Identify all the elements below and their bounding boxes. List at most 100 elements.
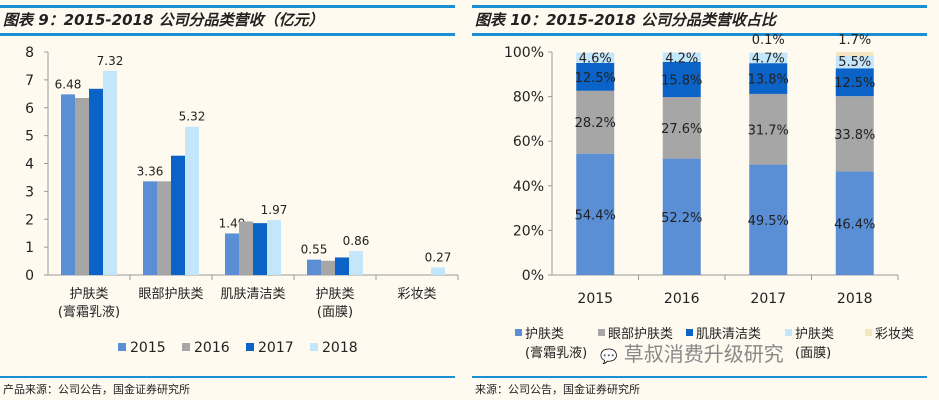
stacked-segment (662, 158, 701, 275)
x-tick-label: 眼部护肤类 (138, 287, 203, 302)
legend-swatch (515, 329, 522, 336)
y-tick-label: 4 (25, 157, 34, 173)
data-label: 46.4% (834, 217, 875, 232)
stacked-segment (835, 96, 874, 172)
stacked-segment (576, 62, 615, 91)
legend-label: (面膜) (795, 346, 831, 361)
title-rule (0, 33, 455, 36)
data-label: 4.6% (579, 52, 612, 67)
bar (267, 220, 281, 275)
stacked-segment (835, 68, 874, 97)
bar (307, 259, 321, 275)
chart-title: 图表 9：2015-2018 公司分品类营收（亿元） (3, 11, 324, 29)
legend-label: 护肤类 (525, 327, 564, 342)
data-label: 0.86 (343, 234, 370, 248)
watermark-text: 草叔消费升级研究 (623, 342, 784, 366)
stacked-segment (835, 56, 874, 69)
data-label: 1.97 (261, 203, 288, 217)
legend-swatch (182, 343, 190, 351)
data-label: 1.7% (838, 33, 871, 48)
stacked-segment (835, 171, 874, 275)
data-label: 28.2% (575, 116, 616, 131)
x-tick-label: (面膜) (317, 305, 353, 320)
bottom-rule (0, 376, 455, 378)
y-tick-label: 0% (522, 268, 544, 284)
stacked-segment (576, 90, 615, 154)
data-label: 4.7% (752, 52, 785, 67)
source-note: 来源：公司公告，国金证券研究所 (475, 383, 640, 396)
y-tick-label: 2 (25, 212, 34, 228)
watermark: 💬 草叔消费升级研究 (600, 343, 784, 368)
y-tick-label: 8 (25, 45, 34, 61)
data-label: 5.32 (179, 110, 206, 124)
x-tick-label: 彩妆类 (397, 287, 436, 302)
legend-label: 2015 (130, 340, 166, 356)
data-label: 5.5% (838, 55, 871, 70)
data-label: 4.2% (665, 51, 698, 66)
data-label: 1.49 (219, 216, 246, 230)
data-label: 7.32 (97, 54, 124, 68)
stacked-segment (749, 63, 788, 94)
data-label: 3.36 (137, 164, 164, 178)
data-label: 0.55 (301, 243, 328, 257)
y-tick-label: 20% (513, 223, 544, 239)
bar (321, 260, 335, 275)
x-tick-label: 护肤类 (315, 287, 354, 302)
stacked-segment (662, 52, 701, 62)
legend-label: 2017 (258, 340, 294, 356)
stacked-segment (662, 61, 701, 98)
data-label: 0.1% (752, 33, 785, 48)
legend-swatch (785, 329, 792, 336)
top-rule (0, 5, 455, 8)
data-label: 33.8% (834, 128, 875, 143)
bar (171, 155, 185, 275)
y-tick-label: 80% (513, 90, 544, 106)
x-tick-label: 护肤类 (69, 287, 108, 302)
data-label: 54.4% (575, 208, 616, 223)
x-tick-label: 2018 (837, 291, 873, 307)
stacked-segment (576, 52, 615, 63)
bottom-rule (472, 376, 927, 378)
x-tick-label: 肌肤清洁类 (220, 287, 285, 302)
chart-title: 图表 10：2015-2018 公司分品类营收占比 (475, 11, 777, 29)
legend-swatch (598, 329, 605, 336)
x-tick-label: 2017 (750, 291, 786, 307)
bar (225, 233, 239, 275)
title-rule (472, 33, 927, 36)
y-tick-label: 6 (25, 101, 34, 117)
bar (143, 181, 157, 275)
x-tick-label: (膏霜乳液) (58, 304, 120, 320)
legend-swatch (310, 343, 318, 351)
stacked-segment (662, 97, 701, 159)
stacked-segment (749, 93, 788, 165)
stacked-segment (576, 153, 615, 275)
data-label: 13.8% (748, 73, 789, 88)
stacked-segment (749, 52, 788, 64)
legend-swatch (246, 343, 254, 351)
data-label: 27.6% (661, 122, 702, 137)
source-note: 产品来源：公司公告，国金证券研究所 (3, 383, 190, 396)
y-tick-label: 1 (25, 240, 34, 256)
bar (103, 70, 117, 275)
data-label: 15.8% (661, 73, 702, 88)
data-label: 0.27 (425, 250, 452, 264)
legend-swatch (118, 343, 126, 351)
bar (349, 251, 363, 275)
legend-swatch (865, 329, 872, 336)
y-tick-label: 60% (513, 134, 544, 150)
data-label: 6.48 (55, 77, 82, 91)
data-label: 12.5% (575, 71, 616, 86)
bar (61, 94, 75, 276)
y-tick-label: 3 (25, 184, 34, 200)
y-tick-label: 5 (25, 129, 34, 145)
legend-label: 2016 (194, 340, 230, 356)
stacked-segment (835, 52, 874, 57)
x-tick-label: 2016 (664, 291, 700, 307)
legend-label: 彩妆类 (875, 327, 914, 342)
data-label: 52.2% (661, 211, 702, 226)
bar (185, 126, 199, 275)
data-label: 49.5% (748, 214, 789, 229)
y-tick-label: 7 (25, 73, 34, 89)
legend-label: 2018 (322, 340, 358, 356)
